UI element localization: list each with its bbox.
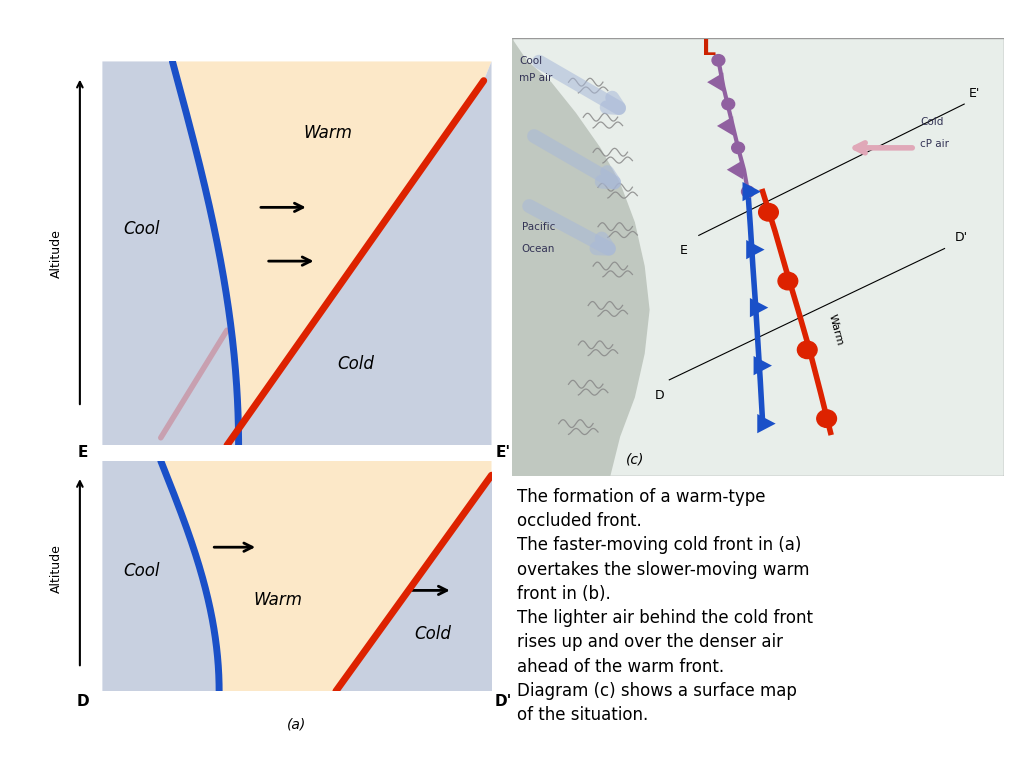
Text: Warm: Warm	[303, 124, 352, 142]
Text: (a): (a)	[288, 717, 306, 732]
Text: Cool: Cool	[123, 562, 160, 580]
Text: E: E	[680, 244, 688, 257]
Text: L: L	[701, 39, 716, 59]
Text: Cool: Cool	[519, 56, 543, 66]
Polygon shape	[102, 61, 239, 445]
Text: Pacific: Pacific	[522, 222, 555, 232]
Polygon shape	[227, 61, 492, 445]
Circle shape	[741, 186, 755, 197]
Polygon shape	[102, 461, 219, 691]
Polygon shape	[727, 160, 743, 180]
Circle shape	[798, 341, 817, 359]
Text: D': D'	[954, 231, 968, 244]
Text: Cold: Cold	[920, 118, 943, 127]
Text: D: D	[654, 389, 665, 402]
Polygon shape	[708, 72, 723, 92]
Text: Cold: Cold	[337, 355, 374, 372]
Text: E: E	[78, 445, 88, 460]
Circle shape	[722, 98, 734, 110]
Text: E': E'	[496, 445, 511, 460]
Text: (b) Warm occluded front: (b) Warm occluded front	[212, 492, 382, 506]
Text: cP air: cP air	[920, 139, 949, 149]
Text: Altitude: Altitude	[50, 229, 62, 278]
Circle shape	[759, 204, 778, 221]
Text: (c): (c)	[626, 452, 644, 466]
Polygon shape	[102, 61, 492, 445]
Text: Cool: Cool	[123, 220, 160, 238]
Text: E': E'	[969, 87, 981, 100]
Polygon shape	[336, 461, 492, 691]
Polygon shape	[746, 240, 765, 260]
Text: D': D'	[495, 694, 512, 709]
Text: The formation of a warm-type
occluded front.
The faster-moving cold front in (a): The formation of a warm-type occluded fr…	[517, 488, 813, 724]
Text: Altitude: Altitude	[50, 544, 62, 593]
Text: Ocean: Ocean	[522, 244, 555, 254]
Text: D: D	[77, 694, 89, 709]
Polygon shape	[102, 461, 492, 691]
Text: Warm: Warm	[826, 313, 845, 347]
Circle shape	[778, 273, 798, 290]
Circle shape	[817, 410, 837, 427]
Text: Warm: Warm	[253, 591, 302, 609]
Text: Cold: Cold	[415, 625, 452, 644]
Circle shape	[732, 142, 744, 154]
Polygon shape	[717, 116, 733, 136]
Circle shape	[712, 55, 725, 66]
Text: mP air: mP air	[519, 74, 553, 84]
Polygon shape	[754, 356, 772, 376]
Polygon shape	[750, 298, 768, 317]
Polygon shape	[758, 414, 775, 433]
Polygon shape	[512, 38, 1004, 476]
Polygon shape	[512, 38, 649, 476]
Polygon shape	[742, 182, 761, 201]
